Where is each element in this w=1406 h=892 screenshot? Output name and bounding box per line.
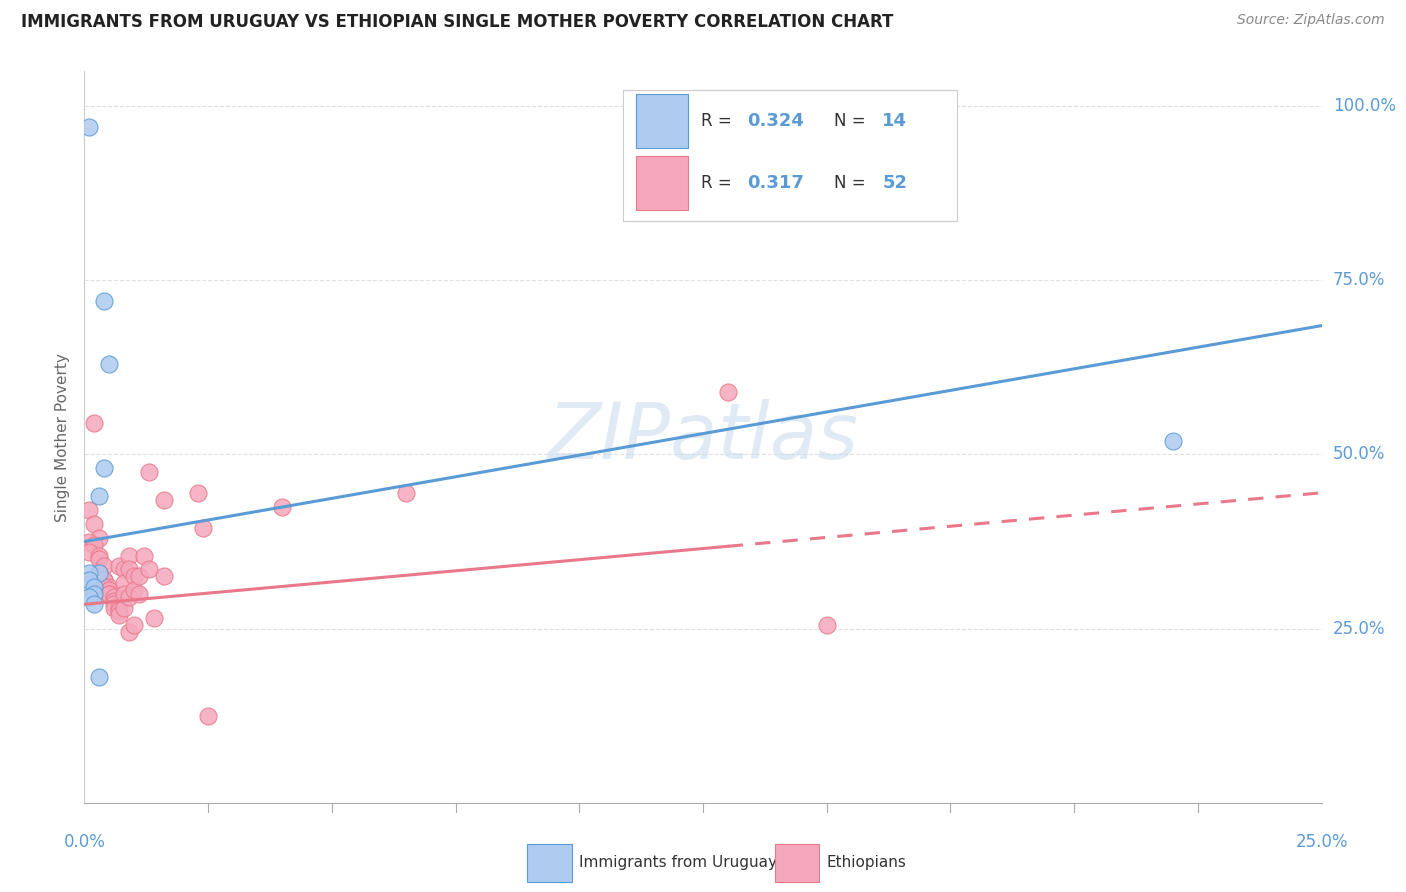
FancyBboxPatch shape — [636, 156, 688, 210]
Point — [89, 531, 111, 545]
Point — [83, 597, 105, 611]
Point — [103, 594, 125, 608]
Point — [93, 558, 115, 573]
Point — [83, 587, 105, 601]
Point — [118, 591, 141, 605]
Point — [89, 566, 111, 580]
Point — [108, 607, 131, 622]
Point — [197, 708, 219, 723]
Point — [815, 618, 838, 632]
Point — [98, 587, 121, 601]
Y-axis label: Single Mother Poverty: Single Mother Poverty — [55, 352, 70, 522]
Point — [89, 552, 111, 566]
Point — [142, 611, 165, 625]
Text: Source: ZipAtlas.com: Source: ZipAtlas.com — [1237, 13, 1385, 28]
Text: 52: 52 — [883, 174, 907, 192]
Point — [1161, 434, 1184, 448]
Text: 100.0%: 100.0% — [1333, 97, 1396, 115]
Point — [93, 580, 115, 594]
Text: IMMIGRANTS FROM URUGUAY VS ETHIOPIAN SINGLE MOTHER POVERTY CORRELATION CHART: IMMIGRANTS FROM URUGUAY VS ETHIOPIAN SIN… — [21, 13, 893, 31]
Point — [83, 416, 105, 430]
Point — [191, 521, 214, 535]
Point — [152, 569, 174, 583]
Point — [79, 503, 101, 517]
Point — [122, 618, 145, 632]
Text: 14: 14 — [883, 112, 907, 130]
Point — [79, 120, 101, 134]
Text: Ethiopians: Ethiopians — [827, 855, 907, 871]
Point — [118, 562, 141, 576]
Text: 25.0%: 25.0% — [1333, 620, 1385, 638]
Text: 0.0%: 0.0% — [63, 833, 105, 851]
Point — [93, 573, 115, 587]
Point — [112, 562, 135, 576]
Point — [98, 583, 121, 598]
Point — [152, 492, 174, 507]
Text: N =: N = — [834, 174, 872, 192]
Point — [98, 357, 121, 371]
FancyBboxPatch shape — [527, 844, 572, 882]
Text: R =: R = — [700, 112, 737, 130]
Point — [132, 549, 155, 563]
Point — [108, 604, 131, 618]
Point — [122, 569, 145, 583]
Point — [83, 580, 105, 594]
Point — [122, 583, 145, 598]
Point — [79, 534, 101, 549]
Point — [128, 587, 150, 601]
Point — [79, 566, 101, 580]
Text: N =: N = — [834, 112, 872, 130]
Point — [118, 549, 141, 563]
Point — [103, 597, 125, 611]
Point — [112, 600, 135, 615]
Point — [98, 587, 121, 601]
Point — [271, 500, 294, 514]
Point — [79, 545, 101, 559]
Point — [103, 591, 125, 605]
Text: R =: R = — [700, 174, 737, 192]
Point — [187, 485, 209, 500]
Text: 75.0%: 75.0% — [1333, 271, 1385, 289]
Point — [89, 489, 111, 503]
Point — [138, 465, 160, 479]
Point — [93, 461, 115, 475]
Point — [395, 485, 418, 500]
Point — [89, 549, 111, 563]
Point — [128, 569, 150, 583]
Point — [83, 538, 105, 552]
Point — [79, 591, 101, 605]
Point — [112, 576, 135, 591]
Point — [79, 573, 101, 587]
Text: Immigrants from Uruguay: Immigrants from Uruguay — [579, 855, 778, 871]
Point — [89, 670, 111, 684]
Text: 25.0%: 25.0% — [1295, 833, 1348, 851]
FancyBboxPatch shape — [636, 94, 688, 148]
Point — [89, 566, 111, 580]
Point — [717, 384, 740, 399]
Point — [108, 600, 131, 615]
Text: 0.317: 0.317 — [748, 174, 804, 192]
Text: 0.324: 0.324 — [748, 112, 804, 130]
Point — [138, 562, 160, 576]
Point — [83, 517, 105, 532]
FancyBboxPatch shape — [623, 89, 956, 221]
Point — [108, 558, 131, 573]
Text: 50.0%: 50.0% — [1333, 445, 1385, 464]
Point — [112, 587, 135, 601]
Point — [98, 580, 121, 594]
FancyBboxPatch shape — [775, 844, 820, 882]
Text: ZIPatlas: ZIPatlas — [547, 399, 859, 475]
Point — [103, 600, 125, 615]
Point — [93, 294, 115, 309]
Point — [118, 625, 141, 640]
Point — [93, 573, 115, 587]
